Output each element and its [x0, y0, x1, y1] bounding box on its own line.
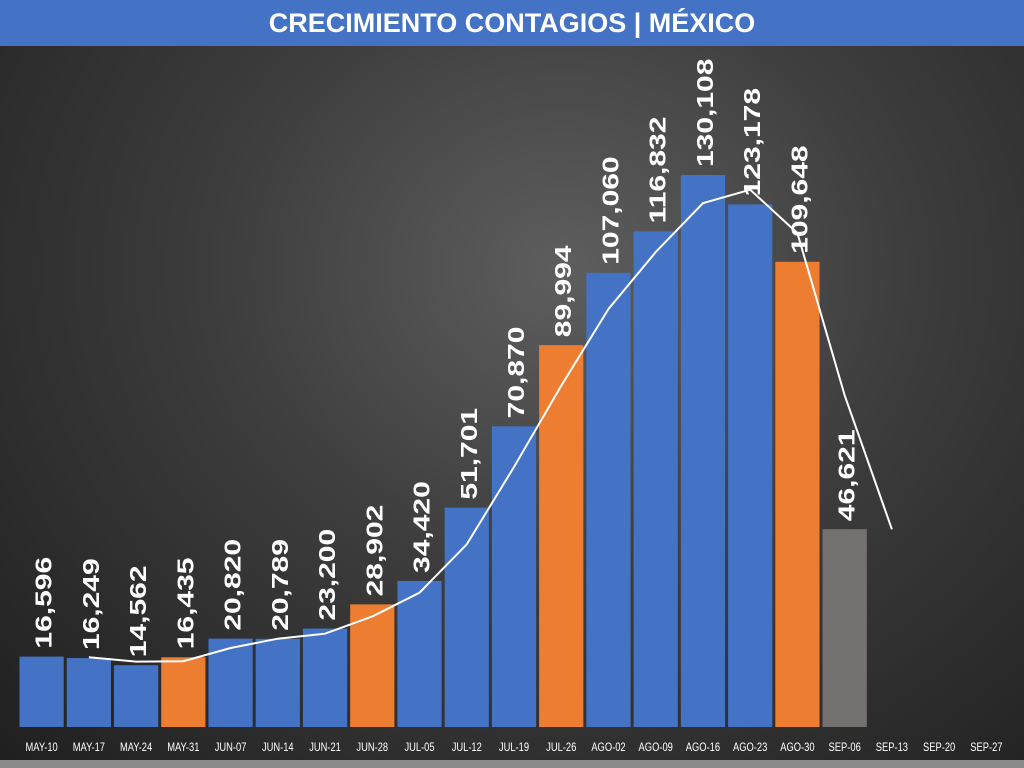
x-tick-label: JUL-05: [404, 741, 434, 754]
data-label: 20,789: [267, 539, 293, 631]
bar: [491, 426, 537, 727]
bar: [302, 628, 348, 727]
x-tick-label: SEP-13: [876, 741, 908, 754]
bar: [350, 604, 395, 727]
bar: [444, 507, 489, 727]
data-label: 23,200: [314, 529, 340, 621]
x-tick-label: SEP-27: [970, 741, 1002, 754]
data-label: 28,902: [361, 505, 387, 597]
bottom-band: [0, 760, 1024, 768]
bar: [633, 231, 678, 728]
x-tick-label: AGO-02: [591, 741, 625, 754]
bar: [66, 658, 111, 727]
data-label: 16,596: [31, 557, 57, 649]
x-tick-label: AGO-09: [639, 741, 673, 754]
x-tick-label: AGO-23: [733, 741, 767, 754]
x-tick-label: JUN-21: [309, 741, 341, 754]
bar: [586, 272, 631, 727]
x-tick-label: AGO-30: [780, 741, 814, 754]
bar: [539, 345, 584, 727]
x-tick-label: JUN-07: [215, 741, 247, 754]
x-tick-label: MAY-31: [167, 741, 199, 754]
bar: [775, 261, 820, 727]
data-label: 130,108: [692, 59, 718, 167]
data-label: 34,420: [409, 481, 435, 573]
bar: [397, 580, 442, 727]
bar: [728, 204, 773, 727]
chart-title: CRECIMIENTO CONTAGIOS | MÉXICO: [0, 0, 1024, 46]
data-label: 20,820: [220, 539, 246, 631]
x-tick-label: AGO-16: [686, 741, 720, 754]
x-tick-label: JUL-19: [499, 741, 529, 754]
x-tick-label: JUN-28: [356, 741, 388, 754]
bar: [822, 529, 867, 727]
x-tick-label: MAY-17: [73, 741, 105, 754]
data-label: 51,701: [456, 408, 482, 500]
x-tick-label: SEP-06: [829, 741, 861, 754]
data-label: 70,870: [503, 327, 529, 419]
data-label: 14,562: [125, 566, 151, 658]
data-label: 107,060: [598, 156, 624, 264]
bar: [208, 638, 253, 727]
bar: [113, 665, 159, 727]
data-label: 123,178: [739, 88, 765, 196]
x-tick-label: SEP-20: [923, 741, 955, 754]
data-label: 89,994: [550, 245, 576, 337]
x-tick-label: MAY-10: [26, 741, 58, 754]
x-tick-label: JUN-14: [262, 741, 294, 754]
data-label: 16,249: [78, 558, 104, 650]
data-label: 116,832: [645, 117, 671, 224]
data-label: 109,648: [787, 145, 813, 253]
x-tick-label: MAY-24: [120, 741, 152, 754]
x-tick-label: JUL-12: [452, 741, 482, 754]
trend-line: [88, 188, 893, 663]
bar: [680, 175, 726, 727]
data-label: 46,621: [834, 429, 860, 521]
bar: [255, 638, 300, 727]
data-label: 16,435: [172, 558, 198, 650]
bar: [19, 656, 64, 727]
bar: [161, 657, 206, 727]
x-tick-label: JUL-26: [546, 741, 576, 754]
